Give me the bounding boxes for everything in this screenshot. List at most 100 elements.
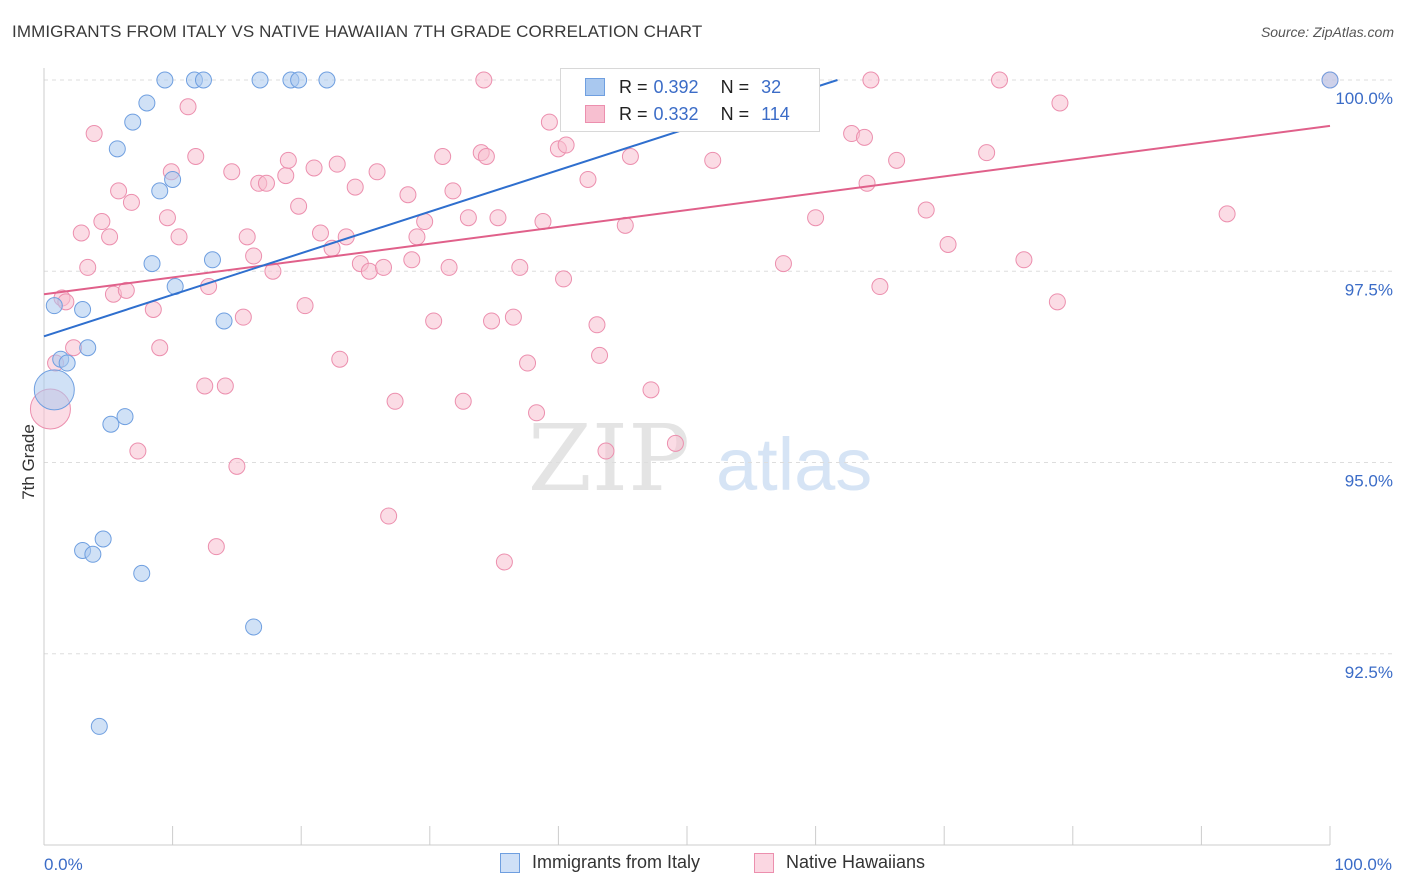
- hawaiian-point: [360, 262, 378, 280]
- hawaiian-point: [223, 163, 241, 181]
- italy-point: [1321, 71, 1339, 89]
- hawaiian-point: [234, 308, 252, 326]
- hawaiian-point: [144, 301, 162, 318]
- hawaiian-point: [277, 167, 295, 185]
- source-credit: Source: ZipAtlas.com: [1260, 24, 1394, 40]
- hawaiian-point: [216, 377, 234, 395]
- hawaiian-point: [978, 144, 996, 162]
- hawaiian-point: [555, 270, 573, 288]
- r-value: 0.392: [653, 76, 699, 97]
- italy-point: [79, 339, 97, 357]
- y-tick-label: 100.0%: [1335, 89, 1393, 108]
- italy-point: [116, 408, 134, 426]
- hawaiian-point: [642, 381, 660, 399]
- italy-swatch-icon: [585, 78, 605, 96]
- hawaiian-point: [170, 228, 188, 246]
- italy-point: [156, 71, 174, 89]
- legend-row-hawaiian: R = 0.332 N = 114: [585, 102, 790, 126]
- italy-point: [124, 113, 142, 131]
- chart-title: IMMIGRANTS FROM ITALY VS NATIVE HAWAIIAN…: [12, 22, 703, 41]
- hawaiian-point: [858, 174, 876, 192]
- hawaiian-point: [93, 213, 111, 231]
- legend-item-italy[interactable]: Immigrants from Italy: [500, 852, 700, 873]
- hawaiian-point: [179, 98, 197, 116]
- hawaiian-point: [207, 538, 225, 556]
- hawaiian-point: [704, 151, 722, 169]
- hawaiian-point: [483, 312, 501, 330]
- italy-point: [74, 301, 92, 318]
- n-value: 32: [761, 76, 782, 97]
- watermark-atlas: atlas: [716, 423, 872, 506]
- italy-point: [94, 530, 112, 548]
- hawaiian-point: [939, 235, 957, 253]
- hawaiian-point: [579, 170, 597, 188]
- italy-point: [84, 545, 102, 563]
- italy-point: [90, 717, 108, 735]
- italy-point: [215, 312, 233, 330]
- hawaiian-point: [444, 182, 462, 200]
- hawaiian-point: [540, 113, 558, 131]
- hawaiian-point: [425, 312, 443, 330]
- legend-item-hawaiian[interactable]: Native Hawaiians: [754, 852, 925, 873]
- hawaiian-point: [151, 339, 169, 357]
- r-value: 0.332: [653, 103, 699, 124]
- y-axis-title: 7th Grade: [19, 424, 38, 500]
- italy-point: [108, 140, 126, 158]
- italy-point: [33, 369, 75, 411]
- italy-point: [290, 71, 308, 89]
- hawaiian-point: [196, 377, 214, 395]
- hawaiian-point: [279, 151, 297, 169]
- hawaiian-point: [489, 209, 507, 227]
- hawaiian-point: [591, 346, 609, 364]
- hawaiian-point: [346, 178, 364, 196]
- hawaiian-point: [440, 258, 458, 276]
- italy-point: [45, 297, 63, 315]
- hawaiian-point: [290, 197, 308, 215]
- y-tick-label: 97.5%: [1345, 280, 1393, 299]
- hawaiian-point: [495, 553, 513, 571]
- hawaiian-point: [296, 297, 314, 315]
- hawaiian-point: [477, 148, 495, 165]
- hawaiian-point: [228, 457, 246, 475]
- italy-point: [102, 415, 120, 433]
- hawaiian-point: [129, 442, 147, 460]
- hawaiian-point: [990, 71, 1008, 89]
- legend-label-italy: Immigrants from Italy: [532, 852, 701, 872]
- n-label: N =: [720, 76, 750, 97]
- hawaiian-point: [1015, 251, 1033, 269]
- r-label: R =: [619, 103, 648, 124]
- hawaiian-point: [65, 339, 83, 357]
- hawaiian-point: [305, 159, 323, 177]
- hawaiian-point: [557, 136, 575, 154]
- hawaiian-point: [1048, 293, 1066, 311]
- hawaiian-point: [331, 350, 349, 368]
- italy-point: [133, 564, 151, 582]
- italy-point: [251, 71, 269, 89]
- hawaiian-trend-line: [43, 124, 1331, 296]
- hawaiian-point: [588, 316, 606, 334]
- italy-point: [138, 94, 156, 112]
- hawaiian-point: [871, 278, 889, 296]
- italy-point: [164, 170, 182, 188]
- hawaiian-point: [408, 228, 426, 246]
- hawaiian-point: [621, 148, 639, 165]
- hawaiian-point: [454, 392, 472, 410]
- hawaiian-point: [122, 193, 140, 211]
- italy-point: [318, 71, 336, 89]
- hawaiian-point: [459, 209, 477, 227]
- series-legend: Immigrants from Italy Native Hawaiians: [0, 852, 1406, 876]
- hawaiian-point: [399, 186, 417, 204]
- n-label: N =: [720, 103, 750, 124]
- hawaiian-point: [534, 213, 552, 231]
- italy-point: [143, 255, 161, 273]
- hawaiian-point: [774, 255, 792, 273]
- hawaiian-point: [158, 209, 176, 227]
- hawaiian-point: [888, 151, 906, 169]
- hawaiian-point: [238, 228, 256, 246]
- hawaiian-point: [245, 247, 263, 265]
- hawaiian-point: [257, 174, 275, 192]
- hawaiian-point: [504, 308, 522, 326]
- hawaiian-point: [117, 281, 135, 299]
- hawaiian-point: [375, 258, 393, 276]
